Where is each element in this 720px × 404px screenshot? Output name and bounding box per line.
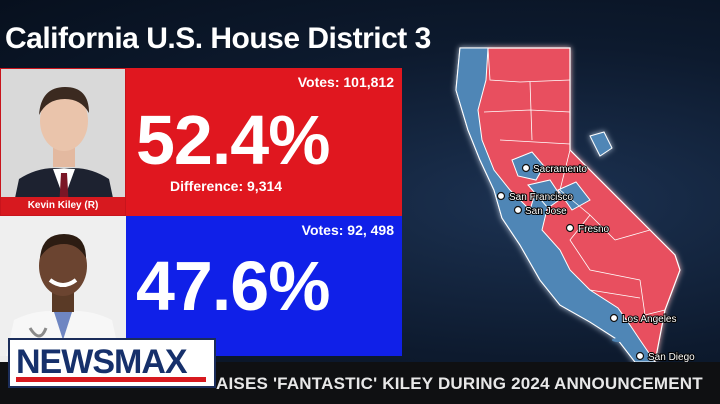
channel-island — [612, 338, 624, 342]
votes-count: Votes: 101,812 — [297, 74, 394, 90]
vote-percentage: 47.6% — [136, 247, 330, 325]
candidate-result-panel-blue: Votes: 92, 498 47.6% — [126, 216, 402, 356]
blue-county-region — [455, 47, 656, 363]
candidate-result-panel-red: Votes: 101,812 52.4% Difference: 9,314 — [126, 68, 402, 216]
candidate-name-tag: Kevin Kiley (R) — [1, 197, 125, 215]
city-marker-san-diego: San Diego — [635, 351, 696, 364]
newsmax-logo: NEWSMAX — [8, 338, 216, 388]
city-marker-sacramento: Sacramento — [521, 163, 588, 176]
city-label: Los Angeles — [622, 314, 677, 325]
city-label: San Jose — [525, 206, 567, 217]
city-label: Sacramento — [533, 164, 587, 175]
ticker-headline: AISES 'FANTASTIC' KILEY DURING 2024 ANNO… — [216, 374, 703, 393]
logo-text: NEWSMAX — [16, 343, 188, 381]
california-map: Sacramento San Francisco San Jose Fresno… — [455, 47, 696, 364]
city-label: Fresno — [578, 224, 610, 235]
city-marker-fresno: Fresno — [565, 223, 611, 236]
logo-accent-bar — [16, 377, 206, 382]
city-marker-san-francisco: San Francisco — [496, 191, 574, 204]
page-title: California U.S. House District 3 — [5, 22, 431, 55]
city-marker-san-jose: San Jose — [513, 205, 568, 218]
candidate-photo-kiley: Kevin Kiley (R) — [0, 68, 126, 216]
portrait-icon — [0, 216, 126, 356]
city-marker-los-angeles: Los Angeles — [609, 313, 678, 326]
vote-difference: Difference: 9,314 — [170, 178, 283, 194]
blue-county-region — [589, 131, 613, 157]
city-label: San Diego — [648, 352, 695, 363]
portrait-icon — [1, 69, 125, 215]
county-borders — [483, 47, 666, 316]
vote-percentage: 52.4% — [136, 101, 330, 179]
blue-county-region — [527, 179, 563, 209]
blue-county-region — [557, 181, 591, 211]
votes-count: Votes: 92, 498 — [301, 222, 394, 238]
channel-island — [626, 346, 634, 350]
city-label: San Francisco — [509, 192, 573, 203]
